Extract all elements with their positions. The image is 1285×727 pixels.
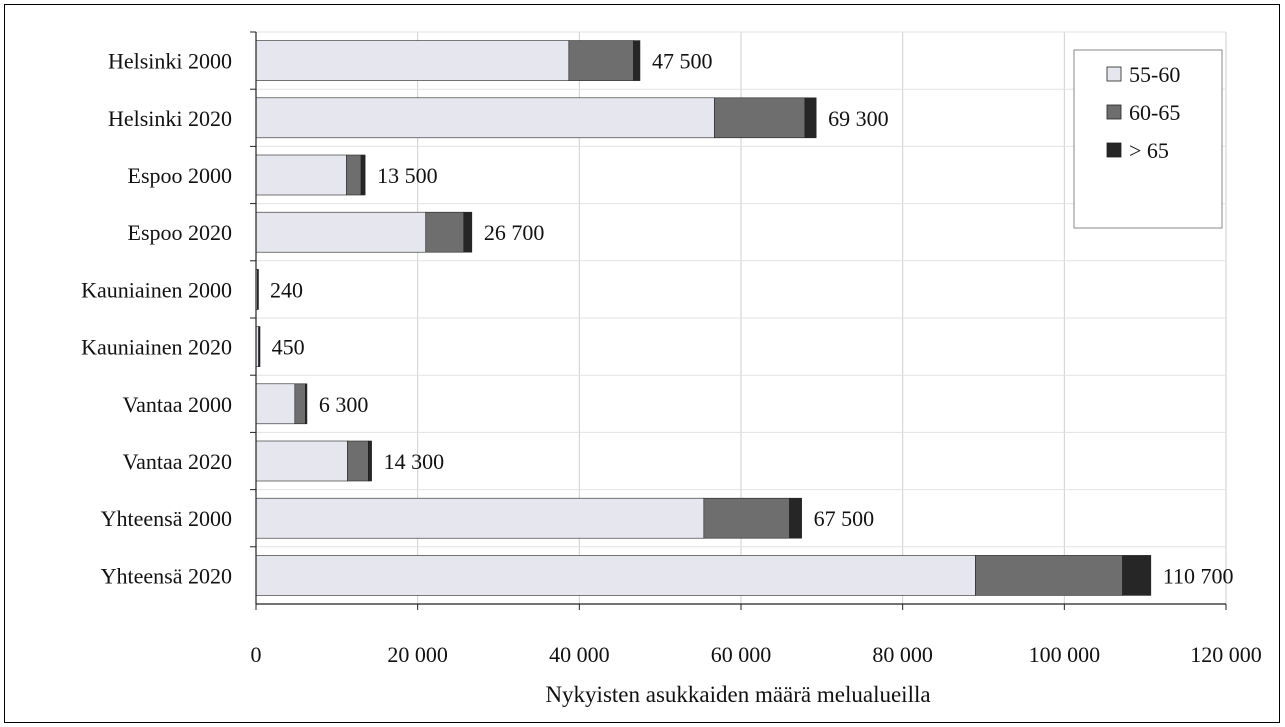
bar-segment [789,497,802,539]
legend: 55-60 60-65 > 65 [1073,49,1223,229]
legend-swatch [1106,66,1122,82]
value-label: 14 300 [384,449,445,474]
bar-segment [255,97,715,139]
legend-label: > 65 [1129,138,1169,163]
bar-segment [360,154,366,196]
legend-box [1073,49,1223,229]
legend-swatch [1106,104,1122,120]
x-tick-label: 100 000 [1029,642,1101,667]
value-label: 69 300 [828,106,889,131]
bar-segment [255,383,296,425]
axes [250,31,1227,610]
x-tick-label: 60 000 [711,642,772,667]
bar-segment [305,383,308,425]
category-label: Espoo 2020 [128,220,233,245]
bar-segment [804,97,817,139]
value-label: 450 [272,335,305,360]
bar-segment [703,497,790,539]
bar-segment [568,40,634,81]
bar-segment [425,211,465,253]
bar-segment [255,555,976,596]
category-label: Helsinki 2000 [108,49,232,74]
bar-segment [975,555,1123,596]
value-label: 47 500 [652,49,713,74]
category-label: Helsinki 2020 [108,106,232,131]
category-label: Vantaa 2000 [123,392,232,417]
bar-segment [368,440,372,482]
bar-segment [1122,555,1152,596]
bar-segment [259,326,261,367]
legend-label: 55-60 [1129,62,1180,87]
bar-segment [255,154,347,196]
category-label: Kauniainen 2020 [81,335,232,360]
value-label: 13 500 [377,163,438,188]
x-tick-label: 20 000 [387,642,448,667]
category-label: Yhteensä 2000 [101,506,232,531]
category-label: Yhteensä 2020 [101,563,232,588]
x-axis-title: Nykyisten asukkaiden määrä melualueilla [545,682,930,707]
bar-segment [633,40,641,81]
legend-swatch [1106,142,1122,158]
bar-segment [255,497,705,539]
value-label: 6 300 [319,392,369,417]
x-tick-label: 80 000 [872,642,933,667]
category-label: Espoo 2000 [128,163,233,188]
value-label: 110 700 [1163,563,1234,588]
bars [255,40,1152,596]
bar-segment [463,211,473,253]
value-label: 26 700 [484,220,545,245]
x-tick-label: 120 000 [1190,642,1262,667]
labels: 47 500 Helsinki 2000 69 300 Helsinki 2020 13… [81,49,1262,667]
bar-segment [255,440,348,482]
x-tick-label: 40 000 [549,642,610,667]
bar-segment [255,211,427,253]
legend-label: 60-65 [1129,100,1180,125]
bar-segment [294,383,306,425]
bar-segment [714,97,806,139]
x-tick-label: 0 [251,642,262,667]
bar-segment [347,440,369,482]
category-label: Vantaa 2020 [123,449,232,474]
category-label: Kauniainen 2000 [81,277,232,302]
value-label: 67 500 [814,506,875,531]
bar-segment [346,154,362,196]
bar-segment [257,269,259,310]
bar-segment [255,40,570,81]
value-label: 240 [270,277,303,302]
